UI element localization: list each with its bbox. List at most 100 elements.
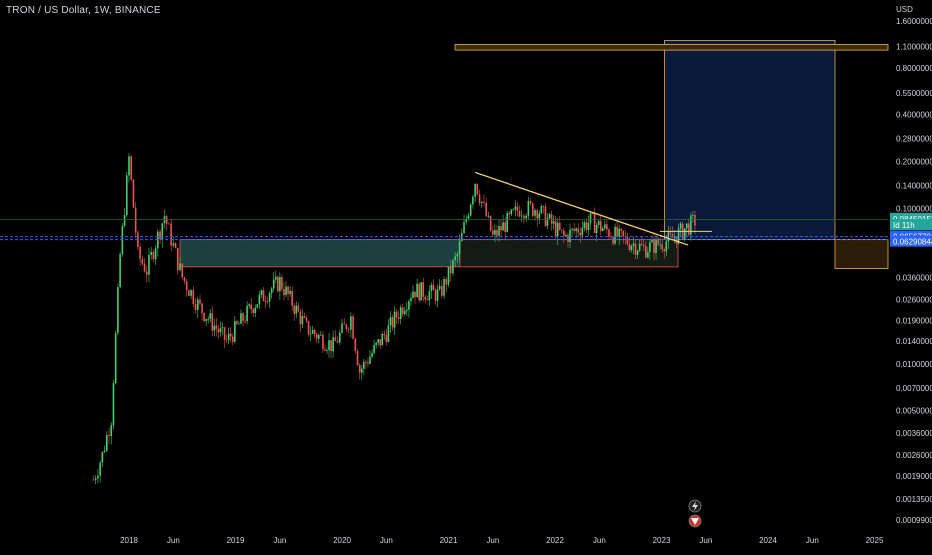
candle-body [604,224,606,229]
candle-body [410,297,412,302]
candle-body [620,228,623,231]
candle-body [196,299,199,310]
candle-body [293,305,296,314]
candle-body [281,277,283,290]
candle-body [489,215,492,231]
time-tick-label: 2018 [120,536,138,545]
candle-body [404,310,406,315]
candle-body [565,234,567,236]
candle-body [483,201,485,203]
candle-body [395,311,398,318]
candle-body [332,337,334,352]
price-label: 0.06290844 [890,235,932,247]
candle-body [365,361,367,363]
candle-body [558,222,561,230]
candle-body [430,284,433,292]
candle-body [229,333,232,337]
candle-body [616,226,618,237]
support-zone [179,239,461,268]
candle-body [375,342,377,345]
candle-body [434,290,437,301]
candle-body [211,313,214,331]
candle-body [170,223,172,246]
candle-body [485,202,488,217]
candle-body [585,222,588,230]
candle-body [272,279,275,289]
candle-body [498,226,500,236]
candle-body [443,279,445,296]
candle-body [174,243,177,249]
candle-body [683,228,686,239]
candle-body [385,335,388,342]
time-tick-label: Jun [699,536,712,545]
candle-body [544,206,547,226]
tron-glyph [691,518,699,525]
price-label-bg [890,212,932,224]
candle-body [159,231,161,240]
candle-body [456,253,459,257]
candle-body [647,251,649,258]
candle-body [542,206,545,207]
candle-body [190,290,192,296]
candle-body [669,232,672,234]
candle-body [283,289,285,296]
candle-body [520,215,523,217]
candle-body [671,233,674,238]
candle-body [270,288,273,294]
time-tick-label: Jun [593,536,606,545]
candle-body [330,340,332,352]
candle-body [685,223,688,229]
candle-body [525,215,527,219]
candle-body [387,325,390,342]
candle-body [240,313,242,324]
candle-body [480,201,483,204]
candle-body [219,328,222,333]
candle-body [406,309,408,311]
candle-body [244,320,246,322]
price-label-bg [890,235,932,247]
candle-body [393,311,396,328]
candle-body [363,361,365,369]
candle-body [630,245,633,251]
candle-body [626,236,629,244]
candle-body [238,323,240,325]
candle-body [665,241,668,252]
candle-body [679,223,682,229]
candle-body [320,334,322,336]
candle-body [424,296,427,300]
candle-body [367,362,369,364]
candle-body [231,336,234,342]
candle-body [194,304,197,310]
candle-body [667,232,670,242]
candle-body [347,329,350,331]
candle-body [217,328,220,333]
candle-body [523,215,525,219]
candle-body [452,260,454,274]
candle-body [577,228,580,233]
candle-body [287,286,289,294]
candle-body [591,213,594,214]
candle-body [125,175,128,216]
candle-body [518,211,521,217]
candle-body [492,230,494,235]
candle-body [309,333,312,335]
candle-body [192,290,195,305]
candle-body [199,299,201,304]
candle-body [414,291,416,298]
candle-body [345,324,348,330]
candle-body [274,276,277,280]
candle-body [295,305,298,314]
time-tick-label: 2025 [866,536,884,545]
lightning-icon [688,499,702,513]
candle-body [422,282,425,297]
candle-body [529,201,532,204]
